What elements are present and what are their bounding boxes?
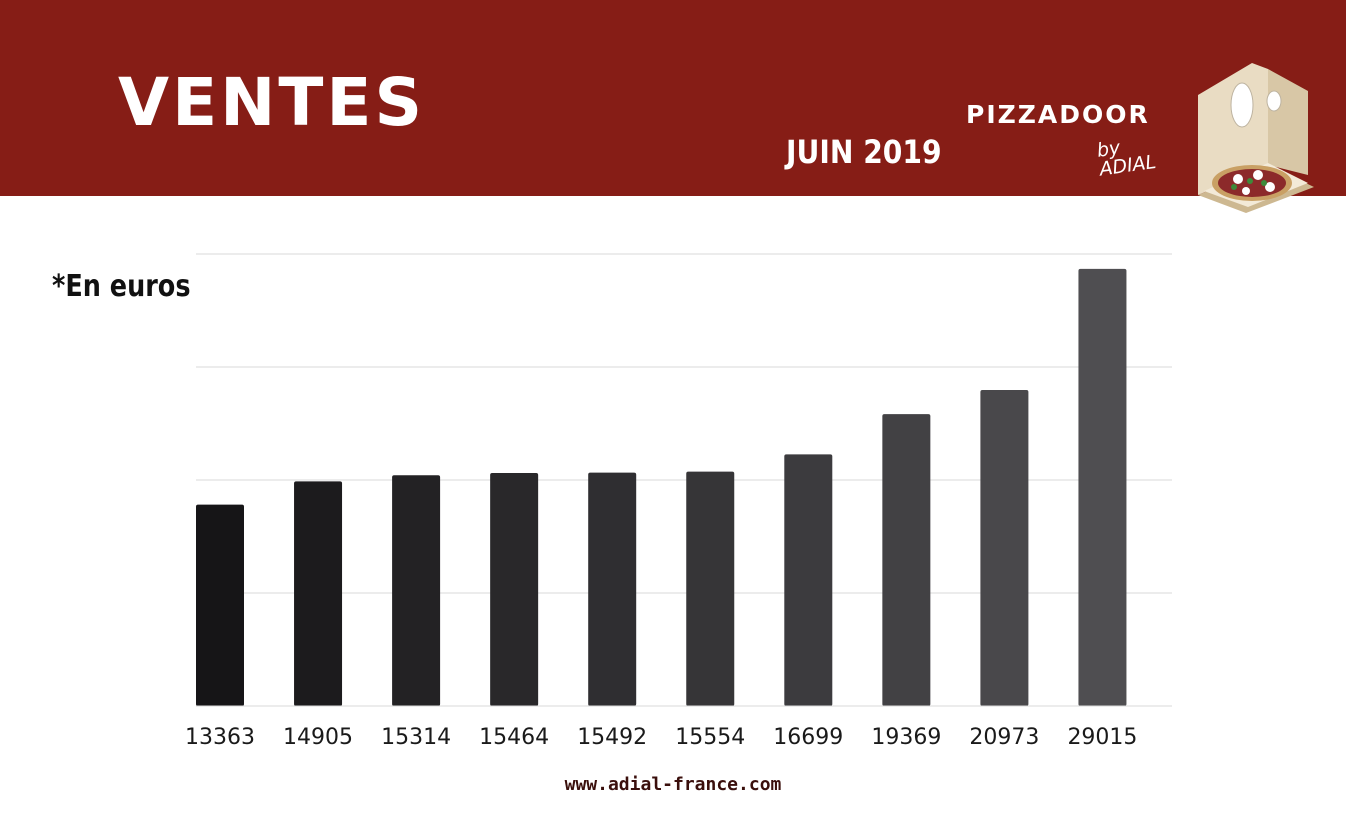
bar-15314 <box>392 475 441 706</box>
page-title: VENTES <box>118 64 426 141</box>
x-tick-label: 16699 <box>773 725 843 750</box>
pizza-box-icon <box>1198 63 1314 213</box>
x-tick-label: 15554 <box>675 725 745 750</box>
footer-url: www.adial-france.com <box>564 774 782 795</box>
logo-main-text: PIZZADOOR <box>966 100 1150 129</box>
x-tick-label: 29015 <box>1067 725 1137 750</box>
bar-20973 <box>980 390 1029 706</box>
x-tick-label: 13363 <box>185 725 255 750</box>
x-tick-label: 14905 <box>283 725 353 750</box>
x-tick-label: 15492 <box>577 725 647 750</box>
x-tick-label: 15314 <box>381 725 451 750</box>
period-label: JUIN 2019 <box>786 133 942 171</box>
bar-13363 <box>196 504 244 706</box>
bar-15554 <box>686 471 735 706</box>
x-tick-label: 19369 <box>871 725 941 750</box>
bar-14905 <box>294 481 343 706</box>
bar-19369 <box>882 414 931 706</box>
bar-16699 <box>784 454 833 706</box>
bar-15464 <box>490 473 539 706</box>
bar-15492 <box>588 472 637 706</box>
header-banner <box>0 0 1346 196</box>
brand-logo: PIZZADOOR by ADIAL <box>966 92 1181 181</box>
bar-29015 <box>1078 268 1127 706</box>
unit-note: *En euros <box>52 269 191 304</box>
x-tick-label: 15464 <box>479 725 549 750</box>
x-tick-label: 20973 <box>969 725 1039 750</box>
